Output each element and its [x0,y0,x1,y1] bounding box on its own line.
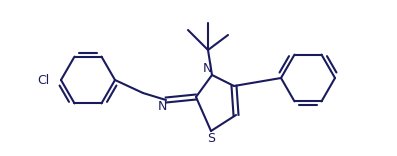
Text: Cl: Cl [37,73,49,86]
Text: S: S [207,132,215,146]
Text: N: N [157,100,167,112]
Text: N: N [202,61,212,75]
